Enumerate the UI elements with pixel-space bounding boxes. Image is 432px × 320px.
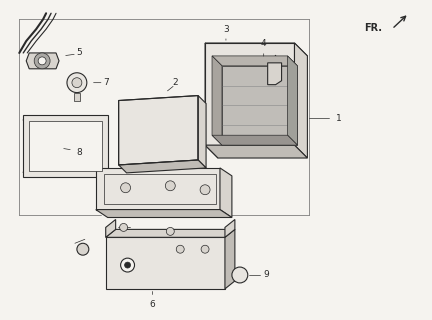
Polygon shape bbox=[96, 168, 220, 210]
Polygon shape bbox=[225, 220, 235, 237]
Circle shape bbox=[166, 228, 174, 235]
Circle shape bbox=[38, 57, 46, 65]
Polygon shape bbox=[220, 168, 232, 218]
Text: 4: 4 bbox=[261, 38, 267, 48]
Polygon shape bbox=[205, 43, 218, 158]
Text: 1: 1 bbox=[337, 114, 342, 123]
Polygon shape bbox=[222, 66, 298, 145]
Text: 8: 8 bbox=[76, 148, 82, 156]
Polygon shape bbox=[205, 43, 308, 56]
Polygon shape bbox=[106, 229, 235, 237]
Polygon shape bbox=[119, 96, 198, 165]
Circle shape bbox=[72, 78, 82, 88]
Circle shape bbox=[124, 262, 130, 268]
Circle shape bbox=[67, 73, 87, 92]
Polygon shape bbox=[74, 92, 80, 100]
Text: 6: 6 bbox=[149, 300, 155, 309]
Circle shape bbox=[120, 223, 127, 231]
Polygon shape bbox=[106, 220, 116, 237]
Polygon shape bbox=[212, 56, 298, 66]
Polygon shape bbox=[23, 116, 108, 177]
Circle shape bbox=[165, 181, 175, 191]
Circle shape bbox=[176, 245, 184, 253]
Polygon shape bbox=[205, 145, 308, 158]
Circle shape bbox=[121, 183, 130, 193]
Polygon shape bbox=[106, 237, 225, 289]
Circle shape bbox=[77, 243, 89, 255]
Text: 7: 7 bbox=[103, 78, 108, 87]
Text: 9: 9 bbox=[264, 270, 270, 279]
Polygon shape bbox=[225, 229, 235, 289]
Circle shape bbox=[232, 267, 248, 283]
Text: 2: 2 bbox=[172, 78, 178, 87]
Circle shape bbox=[200, 185, 210, 195]
Text: FR.: FR. bbox=[364, 23, 382, 33]
Polygon shape bbox=[29, 121, 102, 171]
Polygon shape bbox=[295, 43, 308, 158]
Polygon shape bbox=[205, 43, 295, 145]
Text: 3: 3 bbox=[223, 25, 229, 34]
Polygon shape bbox=[96, 210, 232, 218]
Polygon shape bbox=[119, 160, 206, 173]
Polygon shape bbox=[288, 56, 298, 145]
Polygon shape bbox=[26, 53, 59, 69]
Circle shape bbox=[121, 258, 134, 272]
Circle shape bbox=[201, 245, 209, 253]
Circle shape bbox=[34, 53, 50, 69]
Polygon shape bbox=[212, 56, 222, 145]
Polygon shape bbox=[268, 63, 282, 85]
Text: 5: 5 bbox=[76, 48, 82, 57]
Polygon shape bbox=[198, 96, 206, 168]
Polygon shape bbox=[212, 135, 298, 145]
